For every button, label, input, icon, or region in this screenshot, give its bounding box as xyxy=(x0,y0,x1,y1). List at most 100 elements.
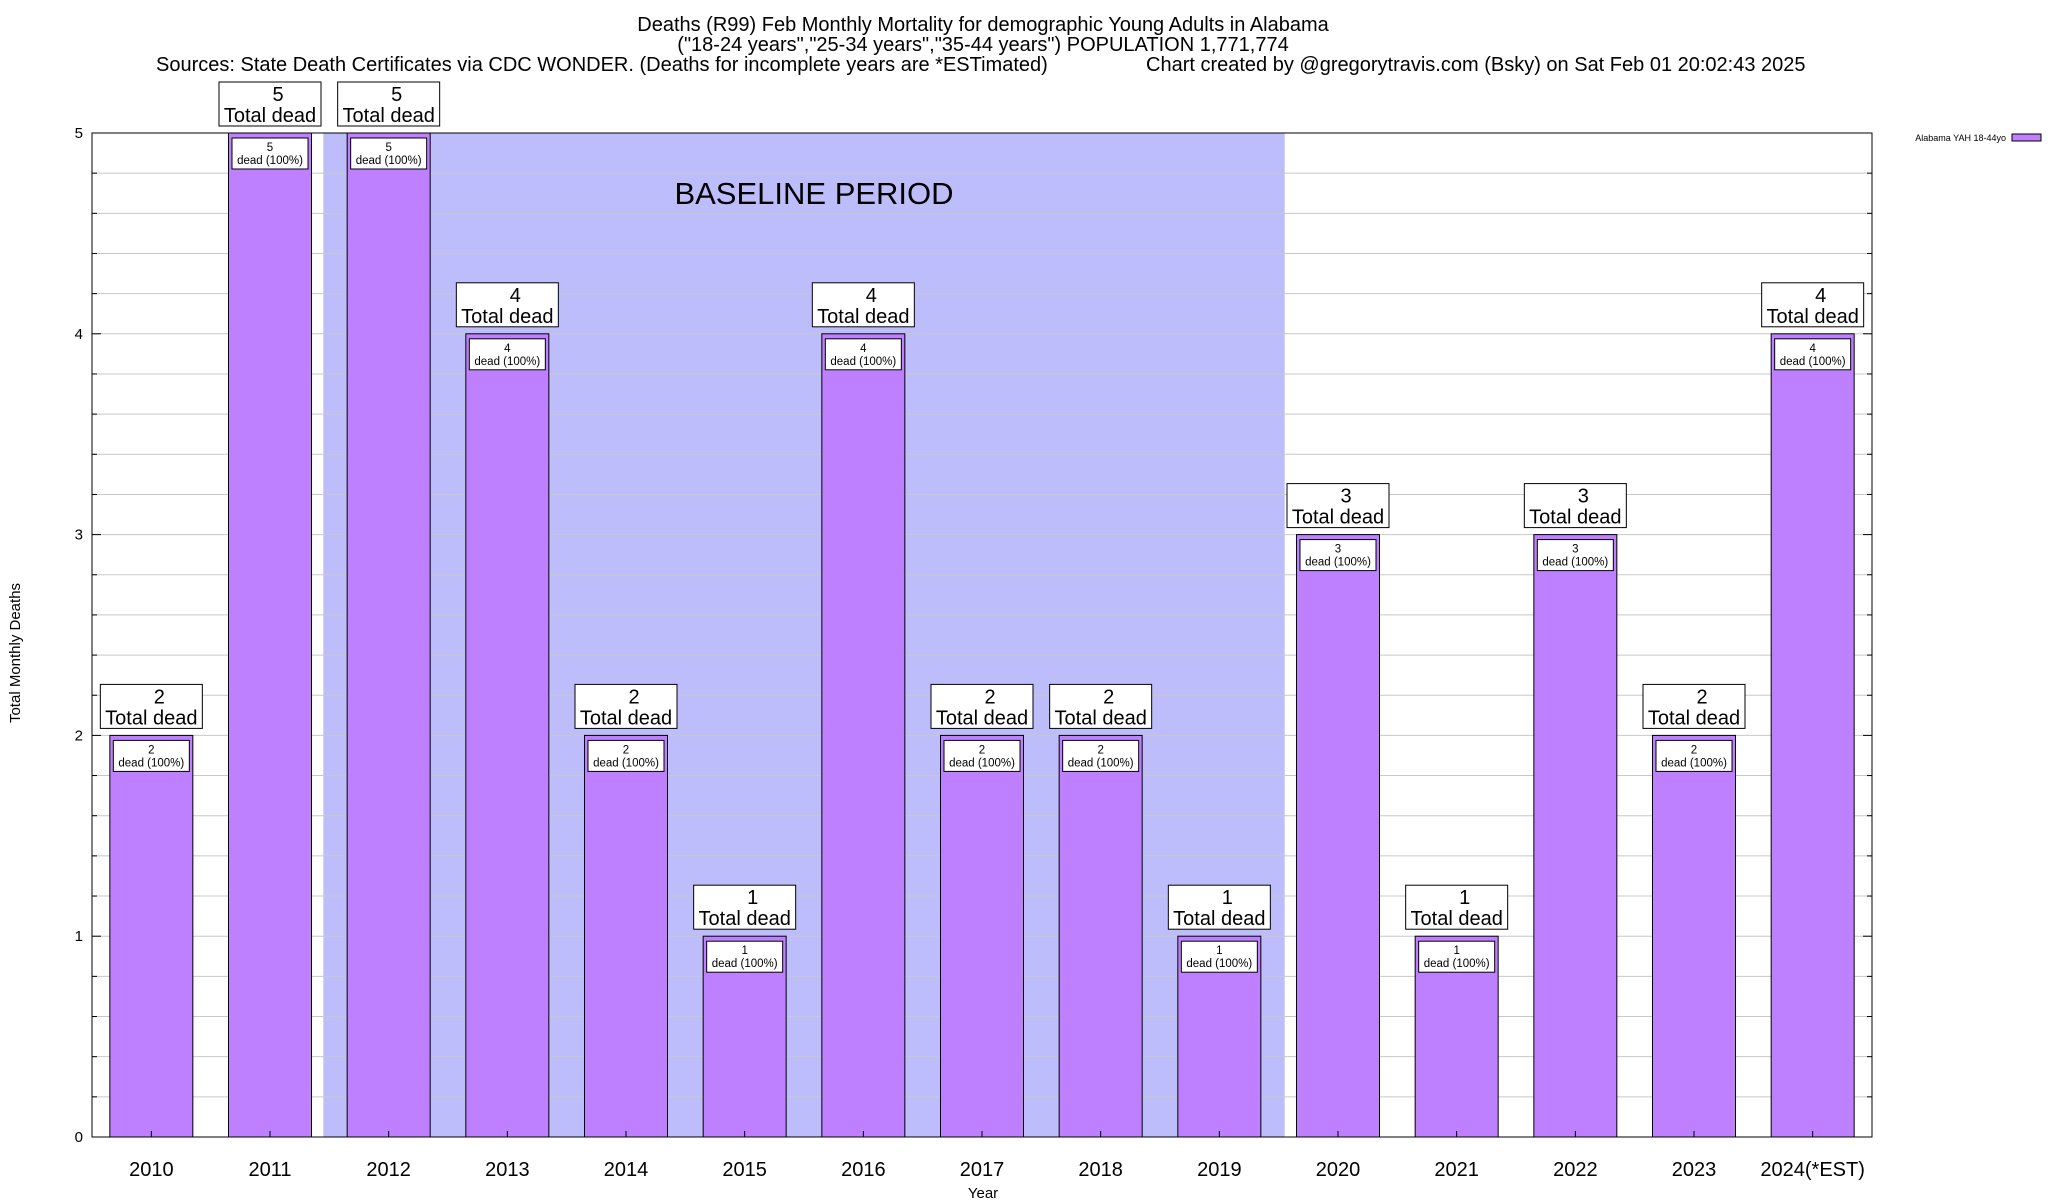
x-tick-label: 2019 xyxy=(1197,1159,1242,1181)
y-tick-label: 1 xyxy=(75,928,83,945)
total-label-box xyxy=(337,81,441,127)
total-label-text: Total dead xyxy=(699,908,791,930)
inner-label-box xyxy=(824,338,902,371)
inner-label-value: 5 xyxy=(385,142,391,154)
inner-label-value: 1 xyxy=(1216,945,1222,957)
total-label-text: Total dead xyxy=(1055,707,1147,729)
total-label-value: 4 xyxy=(866,285,877,307)
x-tick-label: 2011 xyxy=(248,1159,291,1181)
inner-label-text: dead (100%) xyxy=(356,155,422,167)
inner-label-box xyxy=(350,137,428,170)
y-tick-label: 4 xyxy=(75,326,83,343)
y-tick-label: 5 xyxy=(75,125,83,142)
inner-label-value: 4 xyxy=(504,343,511,355)
bar xyxy=(228,132,312,1138)
chart-title-line-2: ("18-24 years","25-34 years","35-44 year… xyxy=(677,34,1288,56)
bar xyxy=(1652,734,1736,1138)
total-label-box xyxy=(99,683,203,729)
total-label-box xyxy=(574,683,678,729)
x-tick-label: 2018 xyxy=(1078,1159,1123,1181)
axes: 0 1 2 3 4 5 2010 2011 2012 2013 2014 2015 2016 2017 20… xyxy=(75,125,1873,1181)
total-label-box xyxy=(1167,884,1271,930)
inner-label-value: 1 xyxy=(1453,945,1459,957)
total-label-text: Total dead xyxy=(224,105,316,127)
baseline-label: BASELINE PERIOD xyxy=(674,176,953,211)
inner-label-text: dead (100%) xyxy=(712,958,778,970)
total-label-box xyxy=(1761,282,1865,328)
total-label-text: Total dead xyxy=(1767,306,1859,328)
inner-label-text: dead (100%) xyxy=(830,356,896,368)
inner-label-value: 2 xyxy=(623,744,629,756)
total-label-text: Total dead xyxy=(343,105,435,127)
inner-label-box xyxy=(1062,739,1140,772)
inner-label-text: dead (100%) xyxy=(1661,757,1727,769)
inner-label-box xyxy=(1180,940,1258,973)
inner-label-text: dead (100%) xyxy=(1305,557,1371,569)
total-label-text: Total dead xyxy=(936,707,1028,729)
total-label-box xyxy=(1405,884,1509,930)
x-tick-label: 2022 xyxy=(1553,1159,1598,1181)
inner-label-text: dead (100%) xyxy=(1424,958,1490,970)
x-tick-label: 2017 xyxy=(960,1159,1005,1181)
inner-label-box xyxy=(587,739,665,772)
x-tick-label: 2013 xyxy=(485,1159,530,1181)
x-tick-label: 2024(*EST) xyxy=(1760,1159,1865,1181)
total-label-box xyxy=(455,282,559,328)
total-label-value: 2 xyxy=(984,686,995,708)
total-label-box xyxy=(1642,683,1746,729)
inner-label-box xyxy=(112,739,190,772)
x-tick-label: 2016 xyxy=(841,1159,886,1181)
total-label-text: Total dead xyxy=(1411,908,1503,930)
inner-label-box xyxy=(1655,739,1733,772)
total-label-value: 2 xyxy=(154,686,165,708)
chart-title-line-3: Sources: State Death Certificates via CD… xyxy=(156,54,1048,76)
legend-entry-label: Alabama YAH 18-44yo xyxy=(1915,133,2006,143)
inner-label-text: dead (100%) xyxy=(1542,557,1608,569)
total-label-value: 2 xyxy=(628,686,639,708)
inner-label-text: dead (100%) xyxy=(949,757,1015,769)
total-label-box xyxy=(1523,483,1627,529)
total-label-box xyxy=(1049,683,1153,729)
inner-label-box xyxy=(1774,338,1852,371)
total-label-value: 3 xyxy=(1578,486,1589,508)
bar xyxy=(1533,534,1618,1138)
inner-label-box xyxy=(943,739,1021,772)
inner-label-box xyxy=(1536,539,1614,572)
total-label-value: 5 xyxy=(272,84,283,106)
total-label-box xyxy=(218,81,322,127)
inner-label-value: 1 xyxy=(741,945,747,957)
total-label-box xyxy=(693,884,797,930)
total-label-value: 4 xyxy=(510,285,521,307)
y-tick-label: 0 xyxy=(75,1129,83,1146)
bar xyxy=(584,734,668,1138)
y-tick-label: 2 xyxy=(75,727,83,744)
inner-label-value: 2 xyxy=(979,744,985,756)
legend-swatch xyxy=(2011,133,2042,142)
inner-label-box xyxy=(706,940,784,973)
x-tick-label: 2010 xyxy=(129,1159,174,1181)
bar xyxy=(1770,333,1855,1138)
bar xyxy=(1058,734,1143,1138)
total-label-value: 4 xyxy=(1815,285,1826,307)
inner-label-value: 2 xyxy=(1691,744,1697,756)
inner-label-value: 4 xyxy=(860,343,867,355)
x-tick-label: 2021 xyxy=(1434,1159,1479,1181)
inner-label-value: 5 xyxy=(267,142,273,154)
total-label-box xyxy=(930,683,1034,729)
total-label-text: Total dead xyxy=(1648,707,1740,729)
inner-label-box xyxy=(1299,539,1377,572)
bar xyxy=(346,132,431,1138)
chart-title-line-1: Deaths (R99) Feb Monthly Mortality for d… xyxy=(637,14,1329,36)
total-label-value: 1 xyxy=(1222,887,1233,909)
total-label-value: 3 xyxy=(1340,486,1351,508)
x-axis-label: Year xyxy=(968,1185,998,1200)
inner-label-text: dead (100%) xyxy=(474,356,540,368)
total-label-value: 1 xyxy=(747,887,758,909)
inner-label-value: 3 xyxy=(1572,544,1578,556)
x-tick-label: 2023 xyxy=(1672,1159,1717,1181)
total-label-value: 2 xyxy=(1696,686,1707,708)
inner-label-box xyxy=(468,338,546,371)
total-label-text: Total dead xyxy=(580,707,672,729)
